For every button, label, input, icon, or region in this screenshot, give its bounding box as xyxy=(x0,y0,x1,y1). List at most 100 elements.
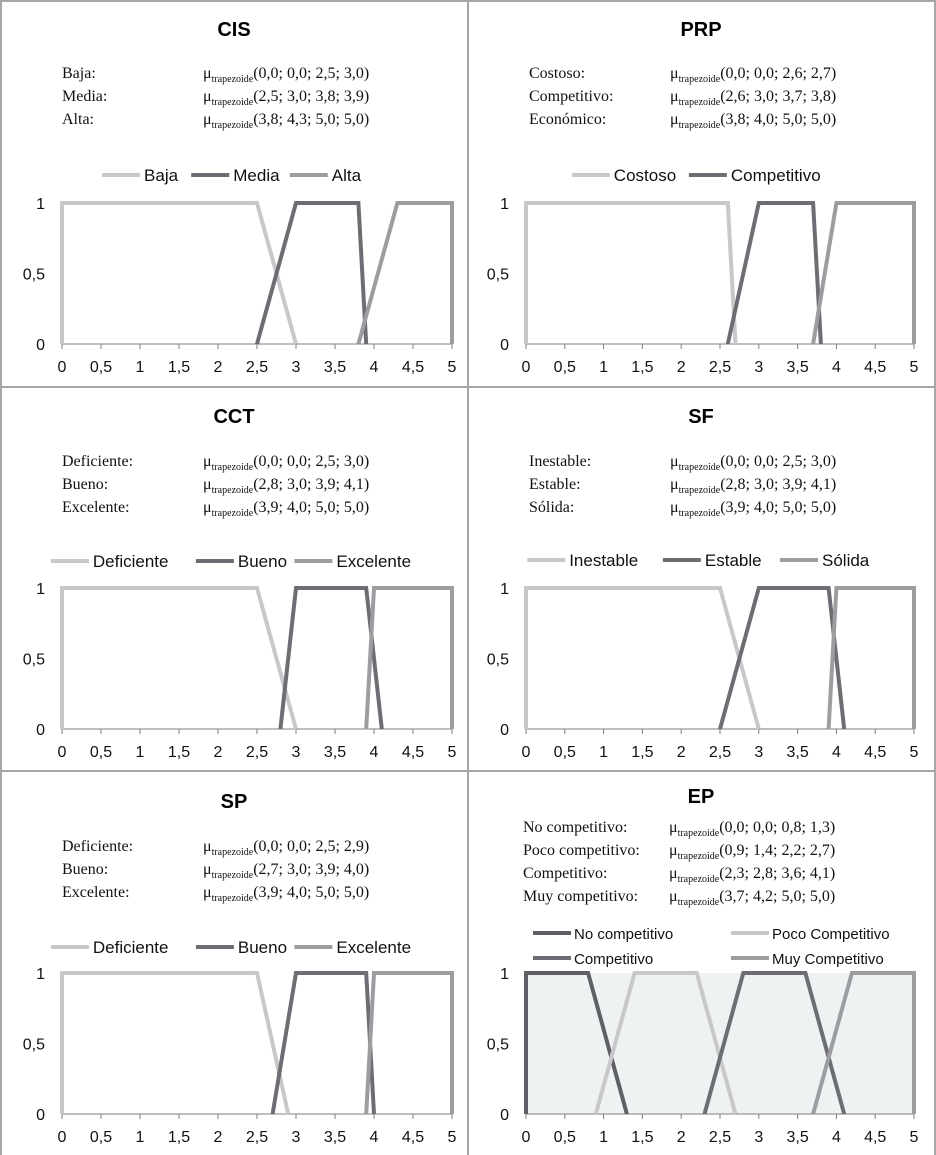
y-tick-label: 0,5 xyxy=(487,1037,509,1054)
legend-label: Competitivo xyxy=(731,166,821,185)
chart-title: SF xyxy=(688,406,714,428)
y-tick-label: 0 xyxy=(500,722,509,739)
x-tick-label: 5 xyxy=(448,359,457,376)
x-tick-label: 0 xyxy=(58,1129,67,1146)
x-tick-label: 1 xyxy=(136,744,145,761)
x-tick-label: 1,5 xyxy=(631,1129,653,1146)
definition-name: Alta: xyxy=(62,111,94,128)
x-tick-label: 0 xyxy=(522,1129,531,1146)
series-line-excelente xyxy=(364,971,454,1115)
grid-border-top xyxy=(0,0,936,2)
x-tick-label: 4,5 xyxy=(402,744,424,761)
x-tick-label: 2 xyxy=(677,1129,686,1146)
y-tick-label: 1 xyxy=(36,196,45,213)
grid-divider-horizontal-2 xyxy=(0,770,936,772)
definition-formula: μtrapezoide(2,8; 3,0; 3,9; 4,1) xyxy=(670,476,836,496)
x-tick-label: 1 xyxy=(136,1129,145,1146)
x-tick-label: 1 xyxy=(599,744,608,761)
definition-name: Estable: xyxy=(529,476,581,493)
x-tick-label: 4,5 xyxy=(864,1129,886,1146)
x-tick-label: 2,5 xyxy=(246,744,268,761)
x-tick-label: 2,5 xyxy=(709,1129,731,1146)
series-line-alta xyxy=(356,201,454,345)
definition-formula: μtrapezoide(0,0; 0,0; 2,5; 3,0) xyxy=(203,453,369,473)
y-tick-label: 0 xyxy=(500,1107,509,1124)
legend-label: Bueno xyxy=(238,552,287,571)
chart-title: PRP xyxy=(680,19,721,41)
x-tick-label: 2 xyxy=(677,359,686,376)
x-tick-label: 3,5 xyxy=(786,1129,808,1146)
definition-name: Deficiente: xyxy=(62,838,133,855)
definition-formula: μtrapezoide(3,8; 4,0; 5,0; 5,0) xyxy=(670,111,836,131)
legend-label: Deficiente xyxy=(93,552,169,571)
y-tick-label: 0 xyxy=(36,337,45,354)
definition-formula: μtrapezoide(2,7; 3,0; 3,9; 4,0) xyxy=(203,861,369,881)
series-line-muy-competitivo xyxy=(811,971,916,1115)
x-tick-label: 0 xyxy=(58,359,67,376)
x-tick-label: 1 xyxy=(599,1129,608,1146)
definition-formula: μtrapezoide(3,8; 4,3; 5,0; 5,0) xyxy=(203,111,369,131)
x-tick-label: 0,5 xyxy=(90,744,112,761)
definition-name: Excelente: xyxy=(62,884,130,901)
definition-name: Bueno: xyxy=(62,861,108,878)
chart-panel-cct: CCT Deficiente: μtrapezoide(0,0; 0,0; 2,5;… xyxy=(23,406,457,761)
legend-label: No competitivo xyxy=(574,926,673,943)
x-tick-label: 5 xyxy=(910,359,919,376)
x-tick-label: 3 xyxy=(292,744,301,761)
x-tick-label: 1 xyxy=(136,359,145,376)
definition-formula: μtrapezoide(3,9; 4,0; 5,0; 5,0) xyxy=(670,499,836,519)
definition-formula: μtrapezoide(2,5; 3,0; 3,8; 3,9) xyxy=(203,88,369,108)
chart-title: SP xyxy=(221,791,248,813)
x-tick-label: 5 xyxy=(910,1129,919,1146)
definition-name: Deficiente: xyxy=(62,453,133,470)
legend-label: Poco Competitivo xyxy=(772,926,890,943)
definition-name: Inestable: xyxy=(529,453,591,470)
legend-label: Competitivo xyxy=(574,951,653,968)
x-tick-label: 4,5 xyxy=(864,359,886,376)
series-line-excelente xyxy=(364,586,454,730)
definition-formula: μtrapezoide(0,0; 0,0; 2,5; 2,9) xyxy=(203,838,369,858)
x-tick-label: 2 xyxy=(214,359,223,376)
x-tick-label: 4 xyxy=(370,1129,379,1146)
y-tick-label: 1 xyxy=(36,966,45,983)
x-tick-label: 5 xyxy=(448,744,457,761)
x-tick-label: 3,5 xyxy=(324,744,346,761)
x-tick-label: 4 xyxy=(370,359,379,376)
definition-name: Bueno: xyxy=(62,476,108,493)
y-tick-label: 0,5 xyxy=(487,652,509,669)
x-tick-label: 4 xyxy=(370,744,379,761)
grid-border-left xyxy=(0,0,2,1155)
definition-name: Poco competitivo: xyxy=(523,842,640,859)
definition-name: No competitivo: xyxy=(523,819,627,836)
series-line-unnamed-2 xyxy=(811,201,916,345)
y-tick-label: 1 xyxy=(36,581,45,598)
chart-title: CCT xyxy=(213,406,254,428)
chart-panel-sp: SP Deficiente: μtrapezoide(0,0; 0,0; 2,5; … xyxy=(23,791,457,1146)
legend-label: Alta xyxy=(332,166,362,185)
x-tick-label: 1 xyxy=(599,359,608,376)
y-tick-label: 0,5 xyxy=(487,267,509,284)
series-line-competitivo xyxy=(725,201,823,345)
x-tick-label: 3,5 xyxy=(324,359,346,376)
x-tick-label: 1,5 xyxy=(168,744,190,761)
x-tick-label: 5 xyxy=(910,744,919,761)
series-line-costoso xyxy=(524,201,738,345)
x-tick-label: 2 xyxy=(214,1129,223,1146)
x-tick-label: 4,5 xyxy=(864,744,886,761)
definition-formula: μtrapezoide(0,0; 0,0; 2,5; 3,0) xyxy=(670,453,836,473)
x-tick-label: 0 xyxy=(522,744,531,761)
definition-name: Económico: xyxy=(529,111,606,128)
definition-name: Muy competitivo: xyxy=(523,888,638,905)
chart-title: CIS xyxy=(217,19,250,41)
definition-name: Competitivo: xyxy=(529,88,613,105)
chart-title: EP xyxy=(688,786,715,808)
legend-label: Inestable xyxy=(569,551,638,570)
y-tick-label: 1 xyxy=(500,196,509,213)
legend-label: Excelente xyxy=(336,552,411,571)
definition-formula: μtrapezoide(0,9; 1,4; 2,2; 2,7) xyxy=(669,842,835,862)
definition-name: Costoso: xyxy=(529,65,585,82)
legend-label: Costoso xyxy=(614,166,676,185)
y-tick-label: 1 xyxy=(500,581,509,598)
legend-label: Baja xyxy=(144,166,179,185)
x-tick-label: 4 xyxy=(832,744,841,761)
